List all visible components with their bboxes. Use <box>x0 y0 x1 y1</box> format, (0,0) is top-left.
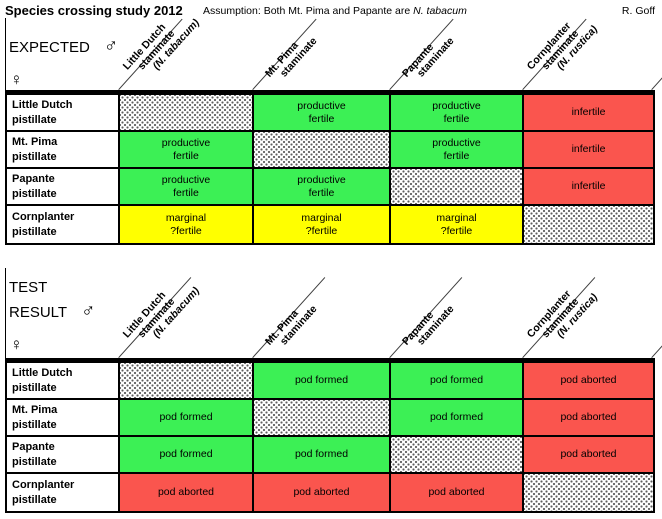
expected-matrix: Little Dutch pistillate productive fertile… <box>5 90 655 245</box>
male-symbol-icon: ♂ <box>81 301 96 322</box>
matrix-cell: pod aborted <box>524 437 653 474</box>
row-label-papante: Papante pistillate <box>7 437 120 474</box>
test-header-area: TEST RESULT ♂ ♀ Little Dutch staminate (N. … <box>5 268 662 358</box>
page-title: Species crossing study 2012 <box>5 3 183 18</box>
row-name: Little Dutch <box>12 98 73 111</box>
column-header-cornplanter: Cornplanter staminate (N. rustica) <box>525 9 600 87</box>
assumption-prefix: Assumption: Both Mt. Pima and Papante ar… <box>203 5 414 17</box>
column-header-cornplanter: Cornplanter staminate (N. rustica) <box>525 277 600 355</box>
row-role: pistillate <box>12 150 57 163</box>
matrix-cell: pod formed <box>254 437 391 474</box>
matrix-cell: productive fertile <box>254 95 391 132</box>
table-test-result: TEST RESULT ♂ ♀ Little Dutch staminate (N. … <box>5 268 662 513</box>
expected-header-area: EXPECTED ♂ ♀ Little Dutch staminate (N. tab… <box>5 17 662 91</box>
column-header-papante: Papante staminate <box>400 296 457 355</box>
self-cross-cell <box>524 206 653 243</box>
matrix-cell: infertile <box>524 132 653 169</box>
column-header-mt-pima: Mt. Pima staminate <box>263 296 320 355</box>
matrix-cell: pod formed <box>120 437 254 474</box>
self-cross-cell <box>120 363 254 400</box>
author-name: R. Goff <box>621 5 655 17</box>
matrix-cell: productive fertile <box>254 169 391 206</box>
table-title: EXPECTED <box>9 39 90 56</box>
row-name: Papante <box>12 440 55 453</box>
matrix-cell: pod formed <box>391 400 524 437</box>
self-cross-cell <box>391 169 524 206</box>
self-cross-cell <box>391 437 524 474</box>
row-name: Cornplanter <box>12 478 75 491</box>
matrix-cell: pod aborted <box>524 400 653 437</box>
row-label-papante: Papante pistillate <box>7 169 120 206</box>
matrix-cell: pod aborted <box>254 474 391 511</box>
column-header-little-dutch: Little Dutch staminate (N. tabacum) <box>121 271 202 355</box>
table-title: TEST RESULT <box>9 279 68 321</box>
assumption-text: Assumption: Both Mt. Pima and Papante ar… <box>203 5 467 17</box>
row-name: Mt. Pima <box>12 403 58 416</box>
row-label-little-dutch: Little Dutch pistillate <box>7 95 120 132</box>
test-corner: TEST RESULT ♂ <box>9 276 95 325</box>
male-symbol-icon: ♂ <box>103 36 119 57</box>
row-role: pistillate <box>12 418 57 431</box>
row-role: pistillate <box>12 455 57 468</box>
matrix-cell: infertile <box>524 95 653 132</box>
matrix-cell: marginal ?fertile <box>391 206 524 243</box>
row-role: pistillate <box>12 225 57 238</box>
row-label-mt-pima: Mt. Pima pistillate <box>7 400 120 437</box>
row-label-mt-pima: Mt. Pima pistillate <box>7 132 120 169</box>
diagonal-divider <box>651 18 662 91</box>
column-header-mt-pima: Mt. Pima staminate <box>263 28 320 87</box>
matrix-cell: pod formed <box>391 363 524 400</box>
self-cross-cell <box>254 400 391 437</box>
matrix-cell: pod aborted <box>391 474 524 511</box>
row-label-little-dutch: Little Dutch pistillate <box>7 363 120 400</box>
self-cross-cell <box>254 132 391 169</box>
female-symbol-icon: ♀ <box>10 335 23 354</box>
row-name: Little Dutch <box>12 366 73 379</box>
matrix-cell: productive fertile <box>120 169 254 206</box>
matrix-cell: infertile <box>524 169 653 206</box>
assumption-species: N. tabacum <box>413 5 467 17</box>
matrix-cell: pod aborted <box>120 474 254 511</box>
row-label-cornplanter: Cornplanter pistillate <box>7 206 120 243</box>
row-name: Cornplanter <box>12 210 75 223</box>
table-expected: EXPECTED ♂ ♀ Little Dutch staminate (N. tab… <box>5 17 662 245</box>
matrix-cell: marginal ?fertile <box>254 206 391 243</box>
row-role: pistillate <box>12 113 57 126</box>
matrix-cell: productive fertile <box>391 132 524 169</box>
matrix-cell: marginal ?fertile <box>120 206 254 243</box>
matrix-cell: pod aborted <box>524 363 653 400</box>
expected-corner: EXPECTED ♂ <box>9 35 118 60</box>
female-symbol-icon: ♀ <box>10 70 23 89</box>
self-cross-cell <box>524 474 653 511</box>
matrix-cell: productive fertile <box>391 95 524 132</box>
row-name: Mt. Pima <box>12 135 58 148</box>
matrix-cell: pod formed <box>120 400 254 437</box>
column-header-papante: Papante staminate <box>400 28 457 87</box>
matrix-cell: productive fertile <box>120 132 254 169</box>
row-role: pistillate <box>12 187 57 200</box>
self-cross-cell <box>120 95 254 132</box>
row-label-cornplanter: Cornplanter pistillate <box>7 474 120 511</box>
row-name: Papante <box>12 172 55 185</box>
test-matrix: Little Dutch pistillate pod formed pod form… <box>5 358 655 513</box>
row-role: pistillate <box>12 381 57 394</box>
diagonal-divider <box>651 277 662 358</box>
row-role: pistillate <box>12 493 57 506</box>
matrix-cell: pod formed <box>254 363 391 400</box>
